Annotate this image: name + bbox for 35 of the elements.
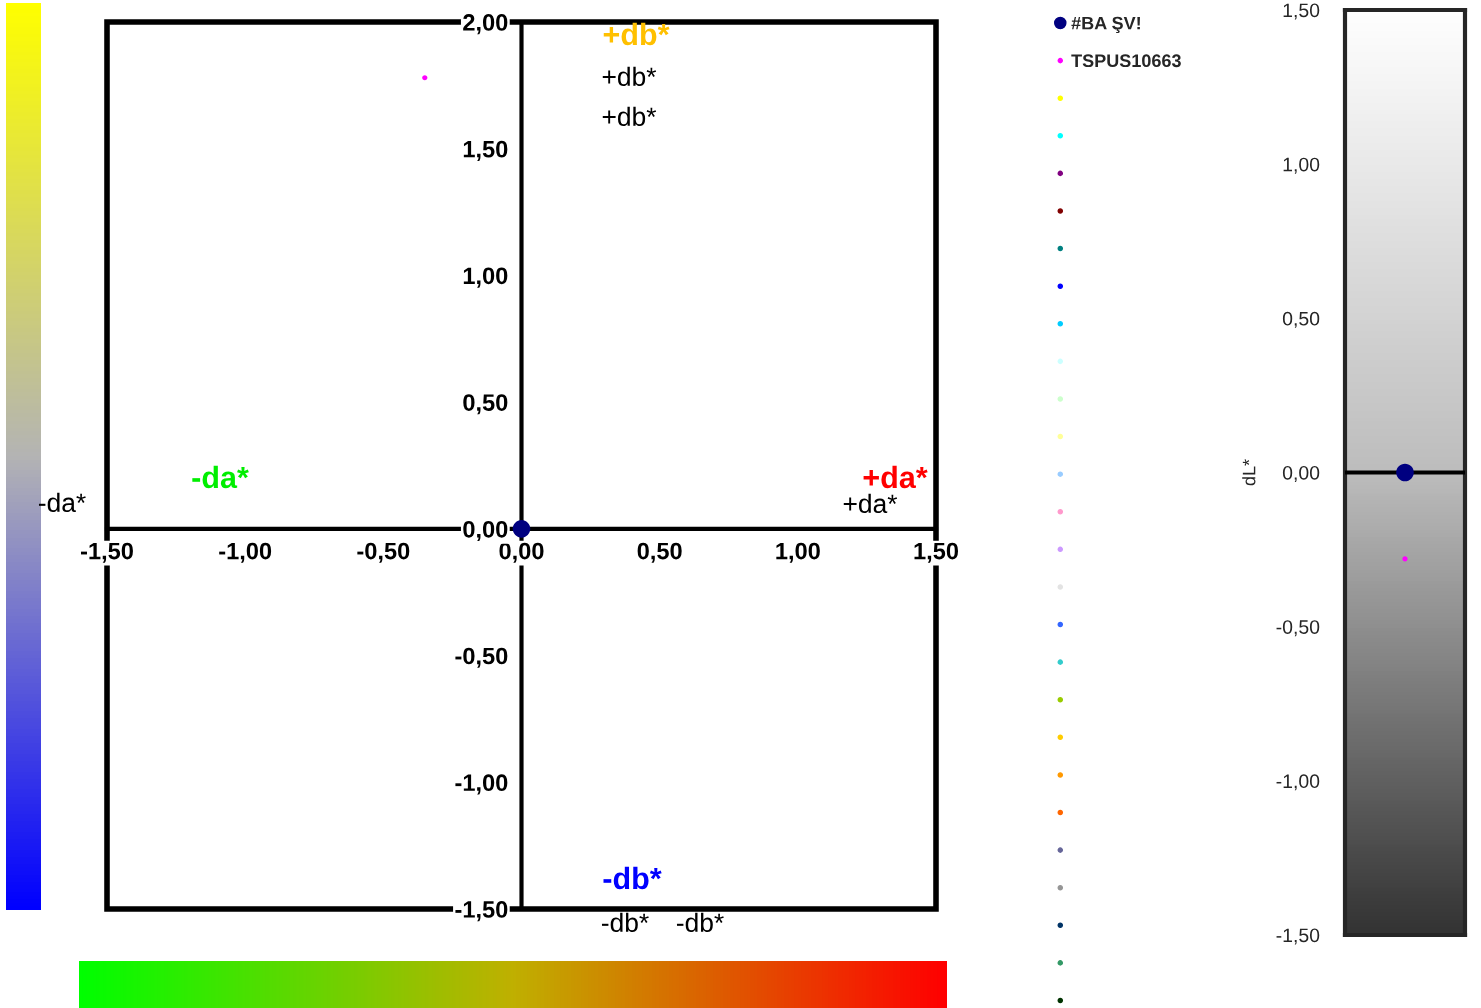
- y-tick-label: 0,00: [1282, 465, 1320, 483]
- x-tick-label: 0,50: [637, 542, 682, 563]
- x-tick-label: -0,50: [357, 542, 410, 563]
- legend-label: TSPUS10663: [1071, 54, 1181, 68]
- y-tick-label: 0,00: [463, 520, 508, 542]
- text: -db*: [676, 912, 724, 933]
- x-tick-label: -1,00: [219, 542, 272, 563]
- y-tick-label: -0,50: [455, 647, 508, 668]
- y-tick-label: 1,50: [1283, 3, 1320, 20]
- annotation: +db*: [603, 22, 670, 46]
- y-tick-label: 1,00: [1283, 157, 1320, 174]
- x-tick-label: 0,00: [499, 542, 544, 563]
- y-tick-label: -1,50: [1276, 928, 1320, 945]
- text: -db*: [601, 912, 649, 933]
- annotation: +da*: [863, 465, 928, 489]
- y-tick-label: -1,00: [1276, 774, 1320, 791]
- legend-label: #BA ŞV!: [1071, 16, 1140, 34]
- y-tick-label: -1,50: [455, 901, 508, 922]
- y-tick-label: 2,00: [463, 14, 508, 35]
- annotation: +db*: [602, 66, 657, 87]
- annotation: +db*: [602, 106, 657, 127]
- x-tick-label: 1,50: [914, 542, 959, 563]
- text: -da*: [38, 492, 86, 513]
- y-tick-label: 0,50: [463, 394, 508, 415]
- annotation: -db*: [603, 866, 662, 890]
- x-tick-label: 1,00: [776, 542, 820, 563]
- annotation: -da*: [192, 465, 249, 489]
- y-tick-label: -0,50: [1276, 620, 1320, 637]
- annotation: +da*: [843, 493, 898, 514]
- y-tick-label: 1,50: [463, 140, 508, 161]
- x-tick-label: -1,50: [81, 542, 133, 563]
- y-tick-label: 1,00: [463, 267, 508, 288]
- y-axis-title: dL*: [1242, 459, 1256, 486]
- y-tick-label: -1,00: [455, 774, 508, 795]
- y-tick-label: 0,50: [1282, 311, 1320, 328]
